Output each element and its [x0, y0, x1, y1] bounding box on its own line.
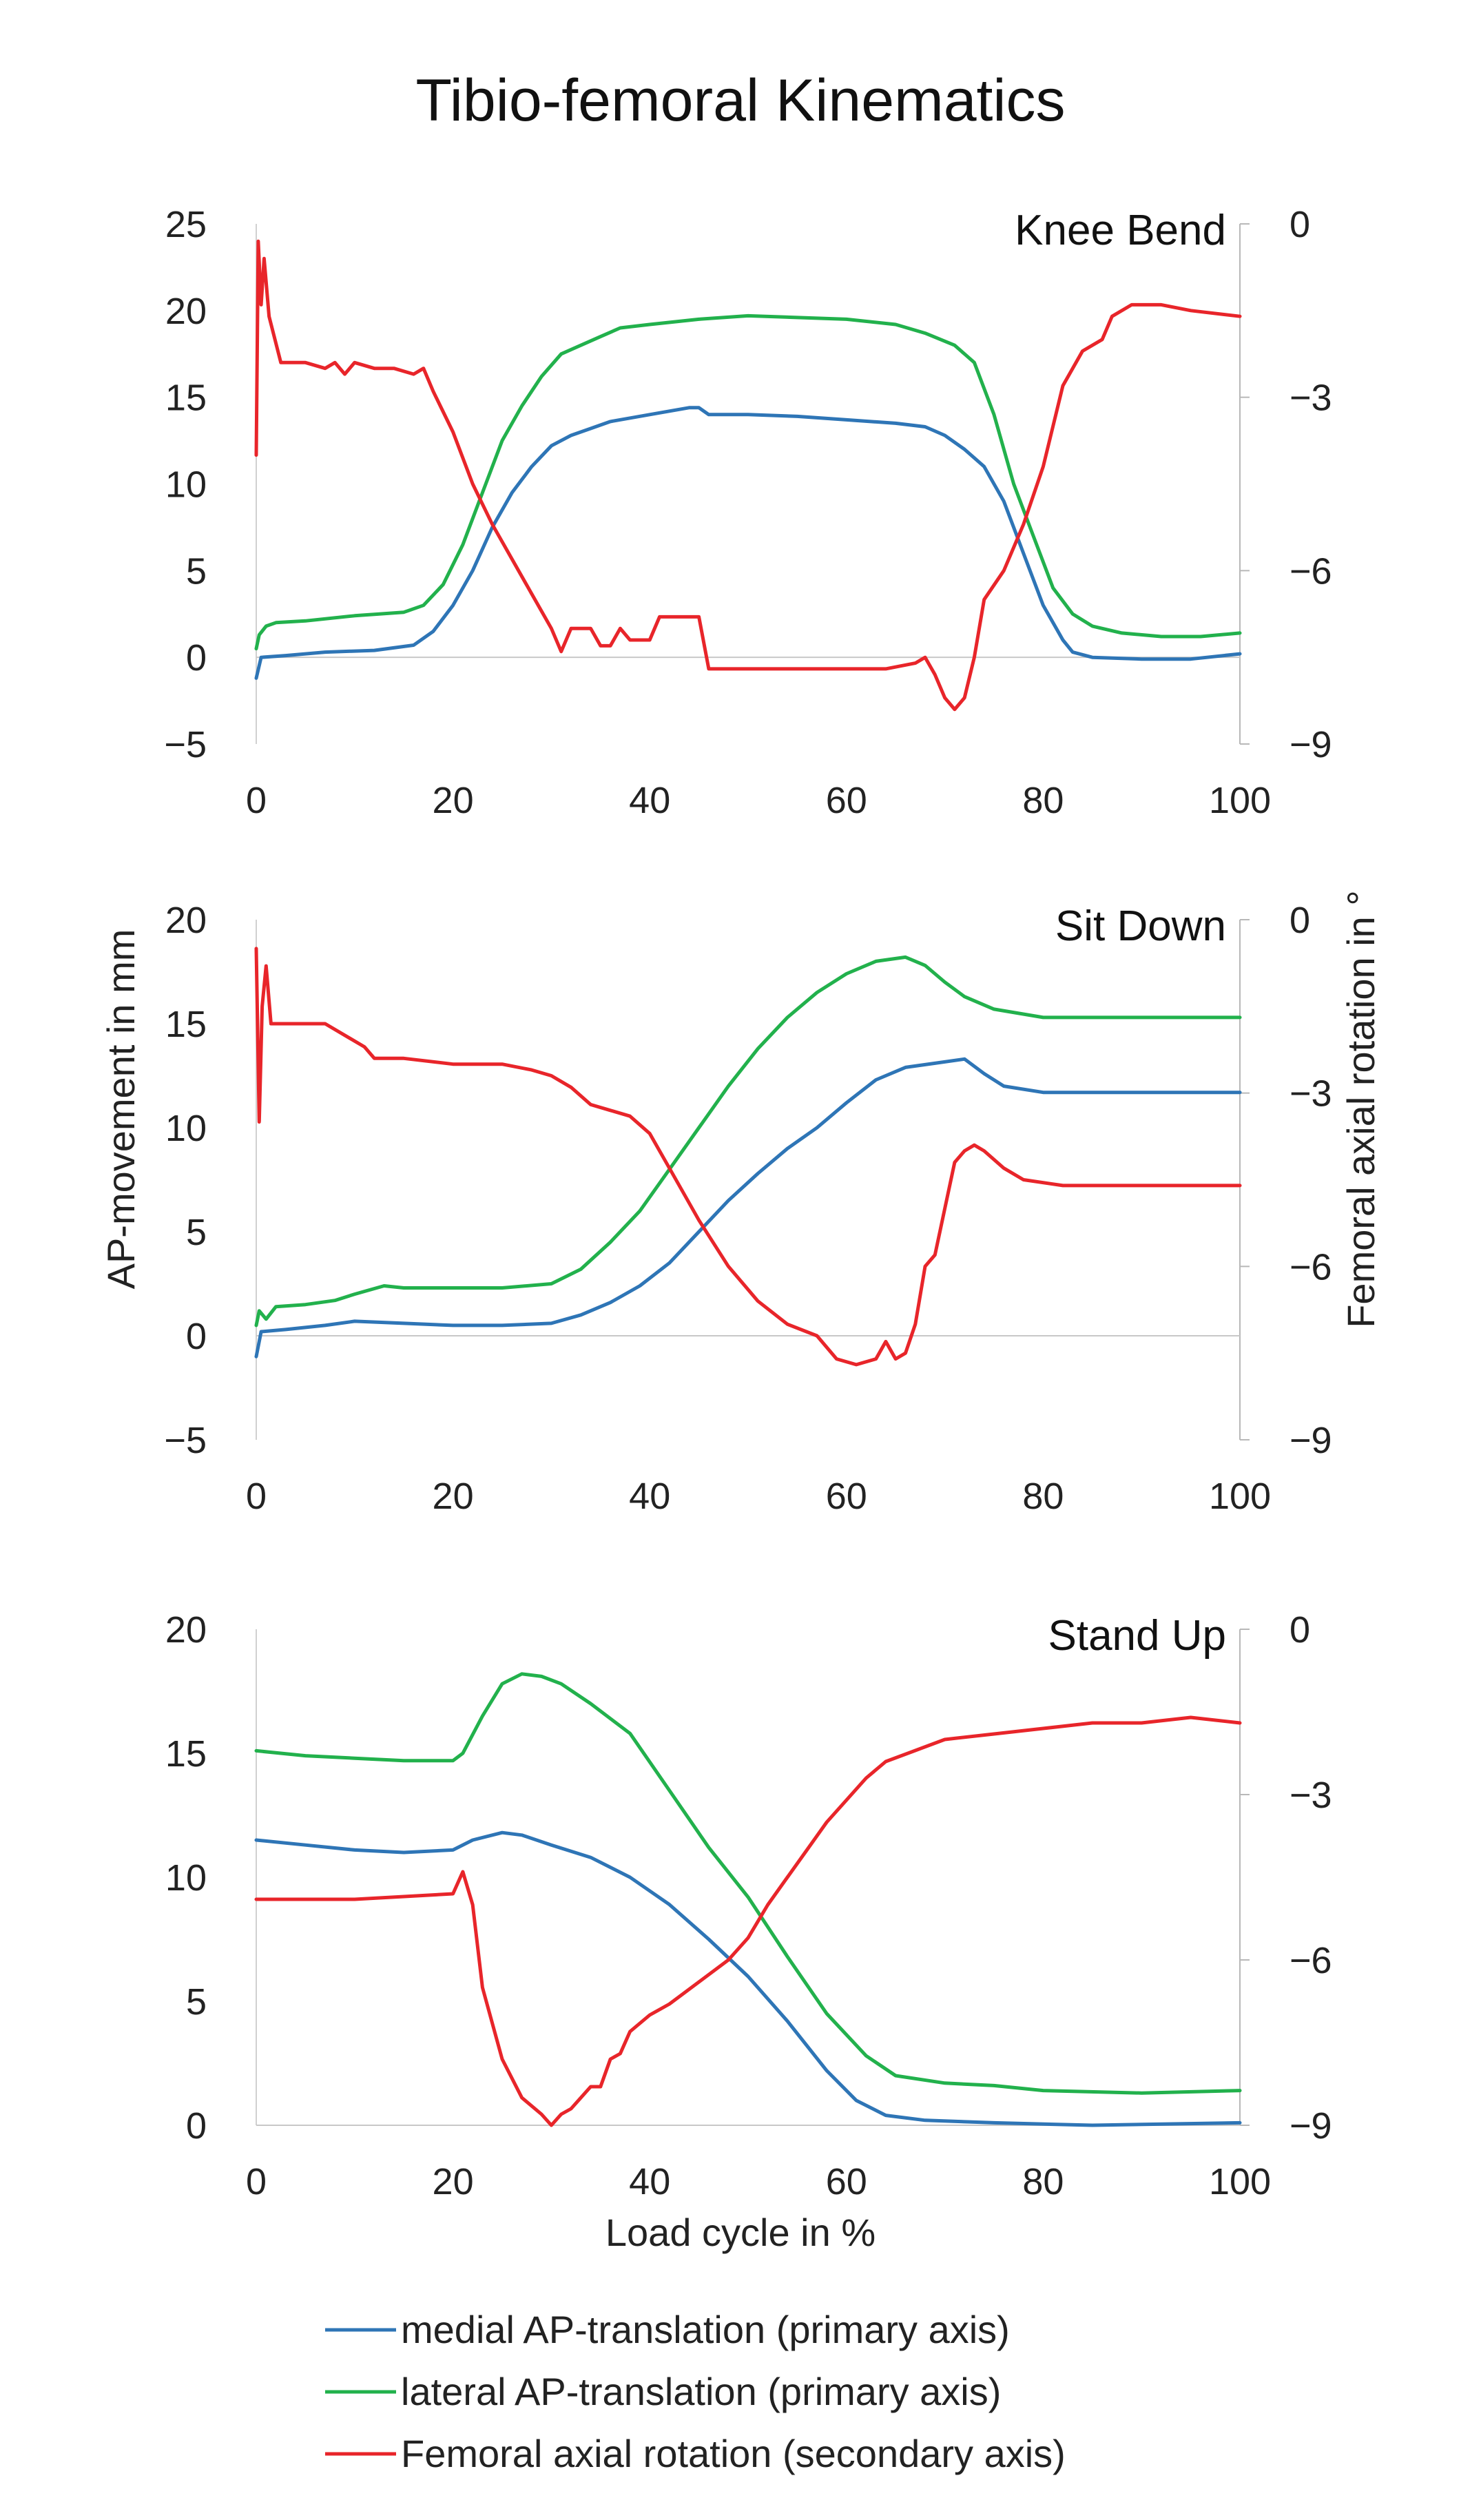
y2-tick-label: −3: [1290, 1073, 1332, 1115]
legend-label-lateral: lateral AP-translation (primary axis): [401, 2370, 1001, 2413]
y2-tick-label: −3: [1290, 378, 1332, 419]
y-tick-label: 20: [165, 1609, 207, 1651]
panel-title: Knee Bend: [1015, 207, 1226, 254]
x-tick-label: 40: [629, 2161, 670, 2202]
y-tick-label: 0: [186, 2105, 207, 2147]
series-line-rotation: [254, 947, 1242, 1367]
series-line-rotation: [254, 1715, 1242, 2127]
x-tick-label: 0: [246, 1476, 267, 1517]
y2-tick-label: 0: [1290, 900, 1310, 941]
series-line-rotation: [254, 239, 1242, 712]
y-tick-label: 5: [186, 550, 207, 592]
y-tick-label: 10: [165, 1108, 207, 1149]
y-tick-label: 15: [165, 378, 207, 419]
y2-tick-label: −9: [1290, 1420, 1332, 1461]
y-tick-label: 10: [165, 464, 207, 506]
x-tick-label: 60: [826, 780, 867, 821]
legend: medial AP-translation (primary axis) late…: [325, 2308, 1066, 2475]
y-tick-label: 20: [165, 291, 207, 332]
x-tick-label: 80: [1022, 2161, 1064, 2202]
y2-tick-label: −9: [1290, 2105, 1332, 2147]
series-line-medial: [254, 406, 1242, 680]
panel-title: Stand Up: [1048, 1612, 1226, 1660]
x-tick-label: 20: [433, 1476, 474, 1517]
x-tick-label: 40: [629, 1476, 670, 1517]
series-line-medial: [254, 1830, 1242, 2127]
y-axis-label: AP-movement in mm: [99, 929, 143, 1290]
series-line-lateral: [254, 1672, 1242, 2095]
x-tick-label: 80: [1022, 780, 1064, 821]
x-tick-label: 20: [433, 2161, 474, 2202]
legend-label-rotation: Femoral axial rotation (secondary axis): [401, 2432, 1066, 2475]
chart-title: Tibio-femoral Kinematics: [415, 68, 1065, 134]
x-tick-label: 100: [1209, 780, 1271, 821]
y2-axis-label: Femoral axial rotation in °: [1339, 890, 1382, 1328]
y2-tick-label: 0: [1290, 1609, 1310, 1651]
x-tick-label: 60: [826, 2161, 867, 2202]
y-tick-label: 5: [186, 1212, 207, 1253]
series-line-lateral: [254, 955, 1242, 1328]
y2-tick-label: −6: [1290, 550, 1332, 592]
y2-tick-label: −6: [1290, 1246, 1332, 1288]
y-tick-label: 0: [186, 1316, 207, 1357]
y-tick-label: 20: [165, 900, 207, 941]
y2-tick-label: 0: [1290, 204, 1310, 245]
y-tick-label: −5: [164, 724, 207, 765]
y-tick-label: 5: [186, 1981, 207, 2023]
x-axis-label: Load cycle in %: [605, 2211, 876, 2254]
y-tick-label: 25: [165, 204, 207, 245]
x-tick-label: 100: [1209, 1476, 1271, 1517]
x-tick-label: 20: [433, 780, 474, 821]
y2-tick-label: −6: [1290, 1940, 1332, 1981]
x-tick-label: 0: [246, 2161, 267, 2202]
x-tick-label: 80: [1022, 1476, 1064, 1517]
y2-tick-label: −9: [1290, 724, 1332, 765]
series-line-medial: [254, 1057, 1242, 1359]
x-tick-label: 60: [826, 1476, 867, 1517]
series-line-lateral: [254, 313, 1242, 651]
x-tick-label: 40: [629, 780, 670, 821]
y-tick-label: −5: [164, 1420, 207, 1461]
panel-knee-bend: 25 20 15 10 5 0 −5 0 −3 −6 −9 0 20 40 60 80 100 Knee Bend: [164, 204, 1332, 821]
x-tick-label: 0: [246, 780, 267, 821]
y-tick-label: 15: [165, 1733, 207, 1775]
panel-sit-down: 20 15 10 5 0 −5 0 −3 −6 −9 0 20 40 60 80 100 Sit Down: [164, 900, 1332, 1517]
y-tick-label: 15: [165, 1004, 207, 1045]
y-tick-label: 10: [165, 1857, 207, 1899]
x-tick-label: 100: [1209, 2161, 1271, 2202]
panel-title: Sit Down: [1055, 902, 1226, 950]
y2-tick-label: −3: [1290, 1775, 1332, 1816]
legend-label-medial: medial AP-translation (primary axis): [401, 2308, 1010, 2351]
y-tick-label: 0: [186, 637, 207, 679]
